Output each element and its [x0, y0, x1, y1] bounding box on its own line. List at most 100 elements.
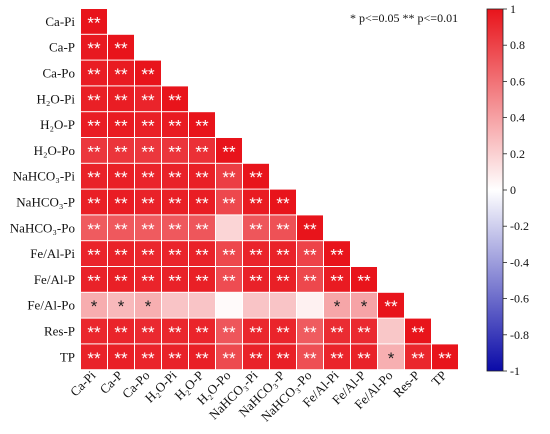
heatmap-cell-h-o-po-h-o-pi — [162, 138, 188, 163]
heatmap-cell-h-o-po-ca-pi — [81, 138, 107, 163]
heatmap-cell-h-o-pi-ca-pi — [81, 86, 107, 112]
significance-mark: ** — [357, 323, 371, 342]
heatmap-cell-res-p-fe-al-po — [378, 318, 404, 344]
significance-mark: ** — [195, 246, 209, 265]
significance-mark: ** — [87, 349, 101, 368]
heatmap-cell-nahco-po-nahco-p — [270, 215, 296, 241]
heatmap-cell-ca-p-ca-pi — [81, 34, 107, 60]
significance-mark: ** — [87, 194, 101, 213]
significance-mark: ** — [87, 117, 101, 136]
x-label-tp: TP — [428, 368, 449, 389]
heatmap-cell-fe-al-po-ca-po — [135, 292, 161, 318]
heatmap-cell-nahco-p-ca-po — [135, 189, 161, 215]
heatmap-cell-fe-al-po-nahco-po — [297, 292, 323, 318]
heatmap-cell-nahco-po-nahco-pi — [243, 215, 269, 241]
significance-mark: ** — [222, 246, 236, 265]
colorbar-ticks: 1 0.8 0.6 0.4 0.2 0 -0.2 -0.4 -0.6 -0.8 -1 — [503, 2, 529, 378]
significance-mark: ** — [276, 194, 290, 213]
y-label-nahco-p: NaHCO₃-P — [16, 195, 75, 210]
heatmap-cell-tp-nahco-po — [297, 344, 323, 370]
significance-mark: ** — [222, 168, 236, 187]
significance-mark: ** — [87, 39, 101, 58]
significance-marks: ** ** ** ** ** ** ** ** ** ** ** ** ** ** ** ** ** ** ** **… — [87, 13, 452, 367]
significance-mark: ** — [114, 168, 128, 187]
heatmap-cell-ca-pi-ca-pi — [81, 9, 107, 34]
heatmap-cell-fe-al-p-ca-p — [108, 267, 134, 292]
colorbar-tick-label: 1 — [510, 2, 516, 16]
significance-mark: ** — [114, 194, 128, 213]
colorbar-tick-label: -0.2 — [510, 219, 529, 233]
heatmap-cell-fe-al-p-ca-po — [135, 267, 161, 292]
heatmap-cell-fe-al-pi-fe-al-pi — [324, 241, 350, 266]
heatmap-cell-h-o-p-ca-po — [135, 112, 161, 137]
heatmap-cell-res-p-ca-po — [135, 318, 161, 344]
heatmap-cell-tp-h-o-pi — [162, 344, 188, 370]
heatmap-cell-fe-al-pi-h-o-pi — [162, 241, 188, 266]
heatmap-cell-fe-al-p-ca-pi — [81, 267, 107, 292]
significance-mark: ** — [438, 349, 452, 368]
heatmap-cell-nahco-p-h-o-po — [216, 189, 242, 215]
significance-mark: ** — [303, 323, 317, 342]
heatmap-cell-res-p-nahco-pi — [243, 318, 269, 344]
heatmap-cell-nahco-po-h-o-p — [189, 215, 215, 241]
heatmap-cell-ca-p-ca-p — [108, 34, 134, 60]
heatmap-cell-res-p-h-o-p — [189, 318, 215, 344]
heatmap-cell-nahco-pi-ca-po — [135, 163, 161, 189]
heatmap-cell-h-o-po-ca-po — [135, 138, 161, 163]
heatmap-cell-fe-al-po-fe-al-p — [351, 292, 377, 318]
heatmap-cell-fe-al-pi-nahco-po — [297, 241, 323, 266]
heatmap-cell-res-p-ca-p — [108, 318, 134, 344]
significance-mark: ** — [222, 323, 236, 342]
significance-mark: ** — [114, 349, 128, 368]
heatmap-cell-fe-al-po-h-o-po — [216, 292, 242, 318]
heatmap-cell-res-p-fe-al-pi — [324, 318, 350, 344]
colorbar — [486, 8, 504, 372]
x-label-h-o-pi: H₂O-Pi — [142, 367, 180, 405]
significance-mark: ** — [168, 194, 182, 213]
colorbar-tick-label: -1 — [510, 364, 520, 378]
heatmap-cell-tp-tp — [432, 344, 458, 370]
significance-mark: ** — [195, 117, 209, 136]
significance-mark: ** — [330, 349, 344, 368]
significance-mark: ** — [87, 168, 101, 187]
y-label-fe-al-p: Fe/Al-P — [34, 272, 75, 287]
heatmap-cell-fe-al-p-h-o-p — [189, 267, 215, 292]
y-label-ca-pi: Ca-Pi — [45, 14, 75, 29]
significance-mark: ** — [87, 91, 101, 110]
heatmap-cell-res-p-h-o-pi — [162, 318, 188, 344]
significance-mark: ** — [114, 91, 128, 110]
y-label-ca-p: Ca-P — [49, 40, 75, 55]
significance-mark: ** — [87, 13, 101, 32]
heatmap-cell-tp-ca-pi — [81, 344, 107, 370]
heatmap-cell-fe-al-pi-h-o-po — [216, 241, 242, 266]
heatmap-cell-nahco-po-h-o-po — [216, 215, 242, 241]
significance-mark: ** — [168, 117, 182, 136]
heatmap-cell-nahco-p-nahco-pi — [243, 189, 269, 215]
significance-mark: ** — [276, 271, 290, 290]
heatmap-cell-nahco-p-ca-pi — [81, 189, 107, 215]
heatmap-cell-fe-al-po-h-o-p — [189, 292, 215, 318]
heatmap-cell-tp-fe-al-po — [378, 344, 404, 370]
significance-mark: ** — [114, 142, 128, 161]
heatmap-cell-fe-al-po-fe-al-pi — [324, 292, 350, 318]
heatmap-cell-fe-al-p-fe-al-pi — [324, 267, 350, 292]
significance-mark: ** — [195, 349, 209, 368]
heatmap-cell-fe-al-po-nahco-p — [270, 292, 296, 318]
heatmap-cell-nahco-pi-ca-pi — [81, 163, 107, 189]
heatmap-cell-h-o-p-ca-pi — [81, 112, 107, 137]
colorbar-tick-label: 0.6 — [510, 74, 525, 88]
x-axis-labels: Ca-PiCa-PCa-PoH₂O-PiH₂O-PH₂O-PoNaHCO₃-Pi… — [67, 367, 450, 424]
significance-mark: ** — [141, 323, 155, 342]
heatmap-cell-nahco-po-h-o-pi — [162, 215, 188, 241]
significance-mark: ** — [249, 271, 263, 290]
y-axis-labels: Ca-Pi Ca-P Ca-Po H₂O-Pi H₂O-P H₂O-Po NaHCO₃-Pi… — [10, 14, 76, 364]
colorbar-tick-label: -0.8 — [510, 328, 529, 342]
significance-mark: ** — [303, 246, 317, 265]
significance-mark: ** — [141, 168, 155, 187]
heatmap-cell-tp-nahco-pi — [243, 344, 269, 370]
colorbar-tick-label: -0.6 — [510, 292, 529, 306]
heatmap-cell-res-p-ca-pi — [81, 318, 107, 344]
significance-mark: ** — [303, 349, 317, 368]
significance-mark: ** — [141, 194, 155, 213]
significance-mark: ** — [87, 323, 101, 342]
